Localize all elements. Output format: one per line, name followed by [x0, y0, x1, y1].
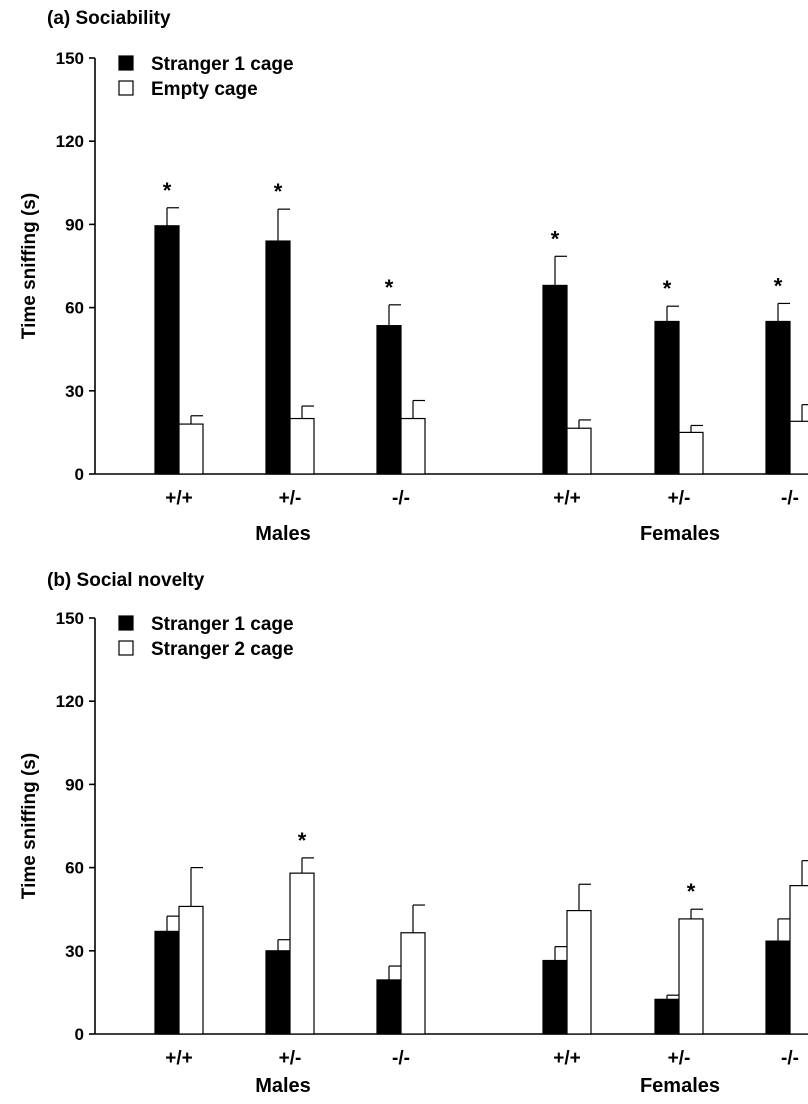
- y-tick-label: 90: [65, 215, 84, 234]
- bar: [542, 959, 568, 1035]
- y-tick-label: 120: [56, 692, 84, 711]
- y-tick-label: 90: [65, 775, 84, 794]
- legend-label: Stranger 1 cage: [151, 614, 294, 635]
- bar: [154, 225, 180, 475]
- category-label: -/-: [392, 488, 410, 509]
- legend-swatch: [118, 55, 134, 71]
- category-label: +/+: [553, 1048, 580, 1069]
- y-tick-label: 30: [65, 942, 84, 961]
- bar: [678, 431, 704, 475]
- y-axis-label: Time sniffing (s): [19, 753, 40, 899]
- legend-swatch: [118, 640, 134, 656]
- bar: [654, 998, 680, 1035]
- panel-a-sociability: (a) Sociability 0 30 60 90 120 150 Time sniffin…: [19, 8, 808, 545]
- bar: [566, 427, 592, 475]
- panel-title: (a) Sociability: [47, 8, 171, 29]
- group-label: Males: [255, 1075, 311, 1097]
- category-label: +/-: [668, 488, 691, 509]
- bar: [265, 240, 291, 475]
- bar: [376, 979, 402, 1035]
- bar: [678, 918, 704, 1035]
- significance-marker: *: [274, 179, 283, 204]
- legend-label: Stranger 2 cage: [151, 639, 294, 660]
- legend-label: Stranger 1 cage: [151, 54, 294, 75]
- bar: [789, 885, 808, 1035]
- y-tick-label: 0: [75, 465, 84, 484]
- bar: [654, 320, 680, 475]
- category-label: +/-: [668, 1048, 691, 1069]
- bar: [154, 930, 180, 1035]
- panel-title: (b) Social novelty: [47, 570, 205, 591]
- category-label: -/-: [392, 1048, 410, 1069]
- category-label: -/-: [781, 488, 799, 509]
- bar: [265, 950, 291, 1035]
- group-label: Females: [640, 523, 720, 545]
- bar: [542, 284, 568, 475]
- bar: [289, 417, 315, 475]
- y-tick-label: 120: [56, 132, 84, 151]
- category-label: -/-: [781, 1048, 799, 1069]
- bar: [765, 940, 791, 1035]
- y-tick-label: 60: [65, 299, 84, 318]
- category-label: +/+: [553, 488, 580, 509]
- bar: [765, 320, 791, 475]
- significance-marker: *: [163, 178, 172, 203]
- panel-b-social-novelty: (b) Social novelty 0 30 60 90 120 150 Time snif…: [19, 570, 808, 1097]
- significance-marker: *: [774, 273, 783, 298]
- bar: [400, 417, 426, 475]
- significance-marker: *: [385, 275, 394, 300]
- y-tick-label: 60: [65, 859, 84, 878]
- significance-marker: *: [298, 828, 307, 853]
- legend-swatch: [118, 615, 134, 631]
- group-label: Females: [640, 1075, 720, 1097]
- significance-marker: *: [663, 276, 672, 301]
- y-tick-label: 30: [65, 382, 84, 401]
- category-label: +/+: [165, 488, 192, 509]
- y-tick-label: 0: [75, 1025, 84, 1044]
- category-label: +/-: [279, 1048, 302, 1069]
- bar: [566, 909, 592, 1035]
- category-label: +/-: [279, 488, 302, 509]
- y-tick-label: 150: [56, 609, 84, 628]
- bar: [376, 325, 402, 475]
- bar: [789, 420, 808, 475]
- y-tick-label: 150: [56, 49, 84, 68]
- bar: [178, 423, 204, 475]
- group-label: Males: [255, 523, 311, 545]
- bar: [400, 932, 426, 1035]
- legend-label: Empty cage: [151, 79, 258, 100]
- significance-marker: *: [551, 226, 560, 251]
- y-axis-label: Time sniffing (s): [19, 193, 40, 339]
- category-label: +/+: [165, 1048, 192, 1069]
- legend-swatch: [118, 80, 134, 96]
- bar: [289, 872, 315, 1035]
- bar: [178, 905, 204, 1035]
- significance-marker: *: [687, 879, 696, 904]
